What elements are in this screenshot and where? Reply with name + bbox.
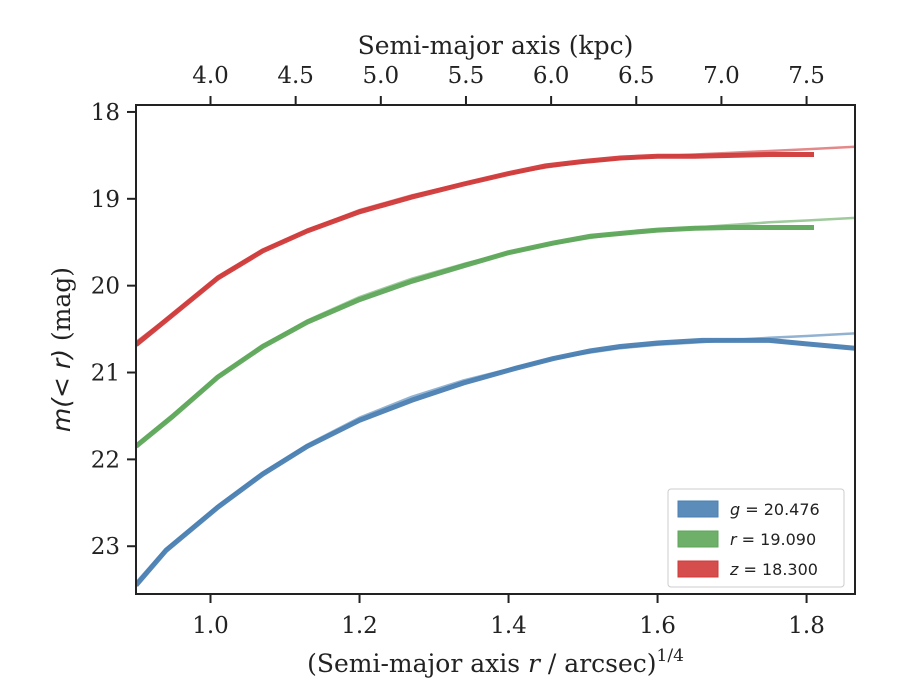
top-tick-label: 5.0 (363, 63, 400, 89)
y-tick-label: 23 (91, 534, 120, 560)
y-tick-label: 18 (91, 100, 120, 126)
x-tick-label: 1.6 (639, 613, 676, 639)
legend-label-g: g = 20.476 (730, 500, 820, 519)
series-r-model-line (136, 216, 855, 446)
series-z-data-line (136, 152, 814, 347)
plot-frame (135, 104, 856, 595)
legend-swatch-r (677, 530, 719, 548)
legend-swatch-g (677, 500, 719, 518)
y-tick-label: 22 (91, 447, 120, 473)
x-tick-label: 1.2 (341, 613, 378, 639)
series-r-data-line (136, 225, 814, 449)
x-tick-label: 1.4 (490, 613, 527, 639)
legend: g = 20.476 r = 19.090 z = 18.300 (667, 488, 845, 588)
y-axis-title: m(< r) (mag) (47, 267, 76, 432)
top-tick-label: 5.5 (448, 63, 485, 89)
legend-label-z: z = 18.300 (729, 560, 818, 579)
top-tick-label: 6.0 (533, 63, 570, 89)
x-axis-title: (Semi-major axis r / arcsec)1/4 (307, 646, 684, 678)
ticks-layer: 1.0 1.2 1.4 1.6 1.8 18 19 20 21 22 23 4.0 4.5 5.0 5.5 6… (91, 63, 825, 639)
legend-swatch-z (677, 560, 719, 578)
x-tick-label: 1.8 (788, 613, 825, 639)
series-layer (136, 145, 855, 587)
legend-label-r: r = 19.090 (730, 530, 816, 549)
y-tick-label: 20 (91, 274, 120, 300)
top-tick-label: 4.5 (277, 63, 314, 89)
y-tick-label: 21 (91, 361, 120, 387)
series-g-data-line (136, 337, 855, 587)
top-tick-label: 4.0 (192, 63, 229, 89)
top-tick-label: 7.0 (703, 63, 740, 89)
x-tick-label: 1.0 (192, 613, 229, 639)
top-tick-label: 7.5 (788, 63, 825, 89)
top-axis-title: Semi-major axis (kpc) (358, 31, 634, 60)
top-tick-label: 6.5 (618, 63, 655, 89)
y-tick-label: 19 (91, 187, 120, 213)
